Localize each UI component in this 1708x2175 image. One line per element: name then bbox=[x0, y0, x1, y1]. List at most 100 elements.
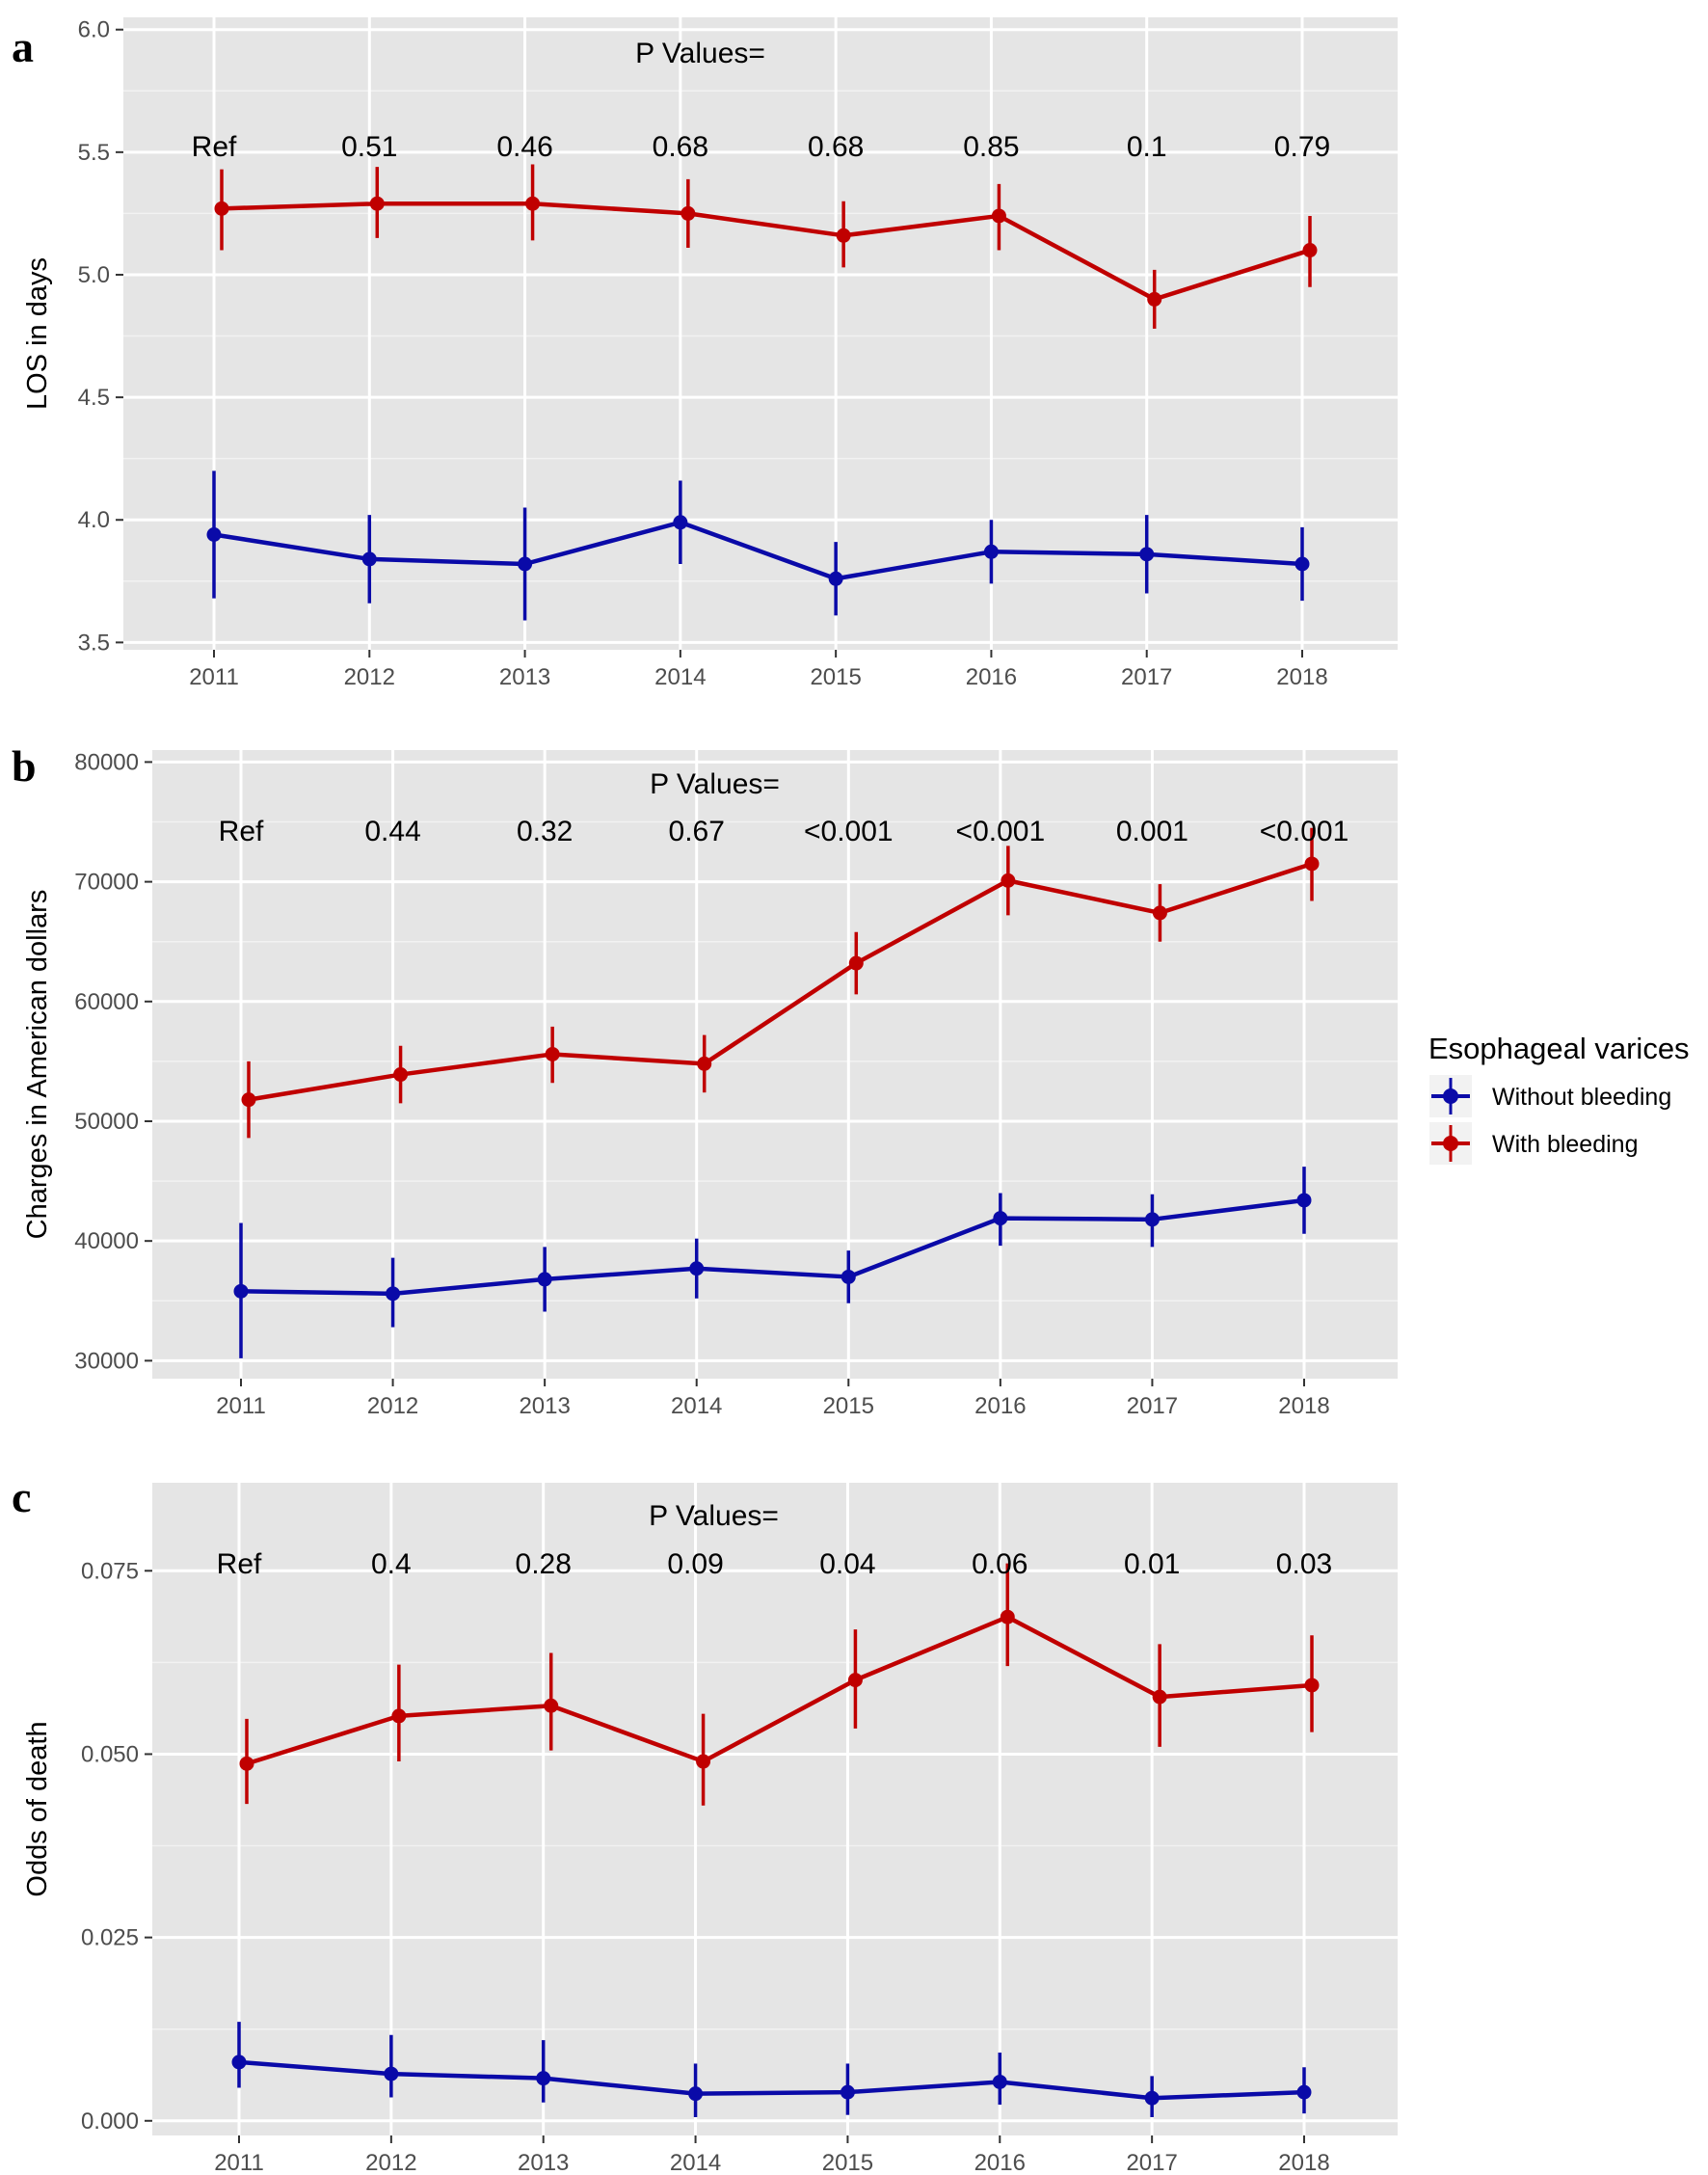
y-axis-label: Charges in American dollars bbox=[22, 890, 53, 1240]
x-tick-label: 2015 bbox=[822, 2150, 873, 2175]
data-point bbox=[386, 1286, 401, 1302]
x-tick-label: 2011 bbox=[214, 2150, 264, 2175]
data-point bbox=[1294, 556, 1310, 572]
x-tick-label: 2017 bbox=[1121, 664, 1172, 690]
series-line bbox=[240, 1197, 1305, 1297]
data-point bbox=[991, 208, 1006, 224]
data-point bbox=[1304, 856, 1320, 872]
p-value-label: 0.44 bbox=[364, 816, 420, 847]
p-value-label: 0.01 bbox=[1124, 1548, 1180, 1580]
y-tick-label: 0.000 bbox=[81, 2108, 139, 2135]
y-tick-label: 80000 bbox=[74, 749, 139, 775]
chart-panel-a: 3.5 4.0 4.5 5.0 5.5 6.0 2011 2012 2013 2014 2015 20… bbox=[12, 17, 1398, 690]
data-point bbox=[1302, 243, 1318, 258]
data-point bbox=[841, 1269, 856, 1284]
y-axis-label: LOS in days bbox=[22, 257, 53, 410]
p-values-title: P Values= bbox=[635, 38, 765, 69]
x-tick-label: 2011 bbox=[216, 1393, 266, 1419]
data-point bbox=[233, 1283, 249, 1299]
data-point bbox=[241, 1092, 256, 1108]
y-tick-label: 4.0 bbox=[78, 507, 110, 533]
p-value-label: <0.001 bbox=[804, 816, 894, 847]
p-value-label: 0.28 bbox=[516, 1548, 572, 1580]
series-line bbox=[238, 2059, 1305, 2101]
data-point bbox=[1000, 1609, 1015, 1625]
y-tick-label: 40000 bbox=[74, 1228, 139, 1254]
x-tick-label: 2013 bbox=[519, 1393, 570, 1419]
data-point bbox=[689, 1261, 705, 1276]
data-point bbox=[1152, 1689, 1167, 1705]
p-value-label: 0.85 bbox=[963, 131, 1019, 163]
p-value-label: 0.4 bbox=[371, 1548, 412, 1580]
data-point bbox=[518, 556, 533, 572]
p-value-label: 0.68 bbox=[808, 131, 864, 163]
x-tick-label: 2014 bbox=[670, 2150, 721, 2175]
x-tick-label: 2013 bbox=[499, 664, 550, 690]
plot-background bbox=[152, 750, 1398, 1379]
data-point bbox=[1139, 547, 1155, 562]
data-point bbox=[993, 1211, 1008, 1226]
data-point bbox=[836, 228, 851, 243]
data-point bbox=[361, 551, 377, 567]
p-value-label: Ref bbox=[217, 1548, 262, 1580]
data-point bbox=[239, 1756, 254, 1771]
legend: Esophageal varices Without bleeding With… bbox=[1428, 1032, 1690, 1165]
x-tick-label: 2017 bbox=[1126, 2150, 1177, 2175]
legend-key-point bbox=[1443, 1136, 1458, 1151]
data-point bbox=[536, 2071, 551, 2086]
p-value-label: 0.1 bbox=[1127, 131, 1167, 163]
data-point bbox=[1152, 905, 1167, 921]
y-tick-label: 30000 bbox=[74, 1348, 139, 1374]
legend-label-with-bleeding: With bleeding bbox=[1492, 1131, 1638, 1158]
x-tick-label: 2012 bbox=[365, 2150, 416, 2175]
panel-letter: b bbox=[12, 741, 37, 791]
data-point bbox=[828, 571, 843, 586]
x-tick-label: 2018 bbox=[1276, 664, 1327, 690]
p-value-label: 0.51 bbox=[341, 131, 397, 163]
data-point bbox=[983, 544, 999, 559]
chart-panels: 3.5 4.0 4.5 5.0 5.5 6.0 2011 2012 2013 2014 2015 20… bbox=[12, 17, 1398, 2175]
series-with-bleeding bbox=[239, 1563, 1320, 1806]
data-point bbox=[992, 2074, 1007, 2089]
x-tick-label: 2016 bbox=[966, 664, 1017, 690]
p-value-label: 0.68 bbox=[653, 131, 708, 163]
p-value-label: Ref bbox=[192, 131, 237, 163]
chart-panel-b: 30000 40000 50000 60000 70000 80000 2011 2012 20… bbox=[12, 741, 1398, 1419]
x-tick-label: 2015 bbox=[823, 1393, 874, 1419]
x-tick-label: 2013 bbox=[518, 2150, 569, 2175]
x-tick-label: 2012 bbox=[367, 1393, 418, 1419]
y-tick-label: 0.075 bbox=[81, 1558, 139, 1584]
p-value-label: 0.46 bbox=[496, 131, 552, 163]
x-tick-label: 2016 bbox=[974, 2150, 1026, 2175]
x-tick-label: 2014 bbox=[654, 664, 706, 690]
data-point bbox=[214, 201, 229, 216]
data-point bbox=[840, 2084, 855, 2100]
series-line bbox=[213, 520, 1303, 581]
chart-panel-c: 0.000 0.025 0.050 0.075 2011 2012 2013 2014 2015… bbox=[12, 1472, 1398, 2175]
series-line bbox=[248, 861, 1313, 1102]
legend-label-without-bleeding: Without bleeding bbox=[1492, 1084, 1671, 1111]
x-tick-label: 2011 bbox=[189, 664, 239, 690]
data-point bbox=[369, 196, 385, 211]
panel-letter: a bbox=[12, 22, 34, 71]
data-point bbox=[391, 1708, 407, 1724]
data-point bbox=[231, 2054, 247, 2070]
x-tick-label: 2018 bbox=[1278, 1393, 1329, 1419]
p-value-label: <0.001 bbox=[956, 816, 1046, 847]
series-with-bleeding bbox=[241, 827, 1320, 1139]
data-point bbox=[1296, 2084, 1312, 2100]
y-tick-label: 6.0 bbox=[78, 17, 110, 43]
p-values-title: P Values= bbox=[650, 768, 780, 800]
series-line bbox=[246, 1614, 1313, 1766]
data-point bbox=[206, 526, 222, 542]
y-tick-label: 60000 bbox=[74, 989, 139, 1015]
p-value-label: <0.001 bbox=[1260, 816, 1349, 847]
p-value-label: 0.03 bbox=[1276, 1548, 1332, 1580]
data-point bbox=[537, 1272, 552, 1287]
y-tick-label: 4.5 bbox=[78, 385, 110, 411]
series-without-bleeding bbox=[231, 2022, 1312, 2117]
data-point bbox=[1144, 2090, 1160, 2106]
y-tick-label: 5.5 bbox=[78, 140, 110, 166]
p-value-label: 0.09 bbox=[667, 1548, 723, 1580]
